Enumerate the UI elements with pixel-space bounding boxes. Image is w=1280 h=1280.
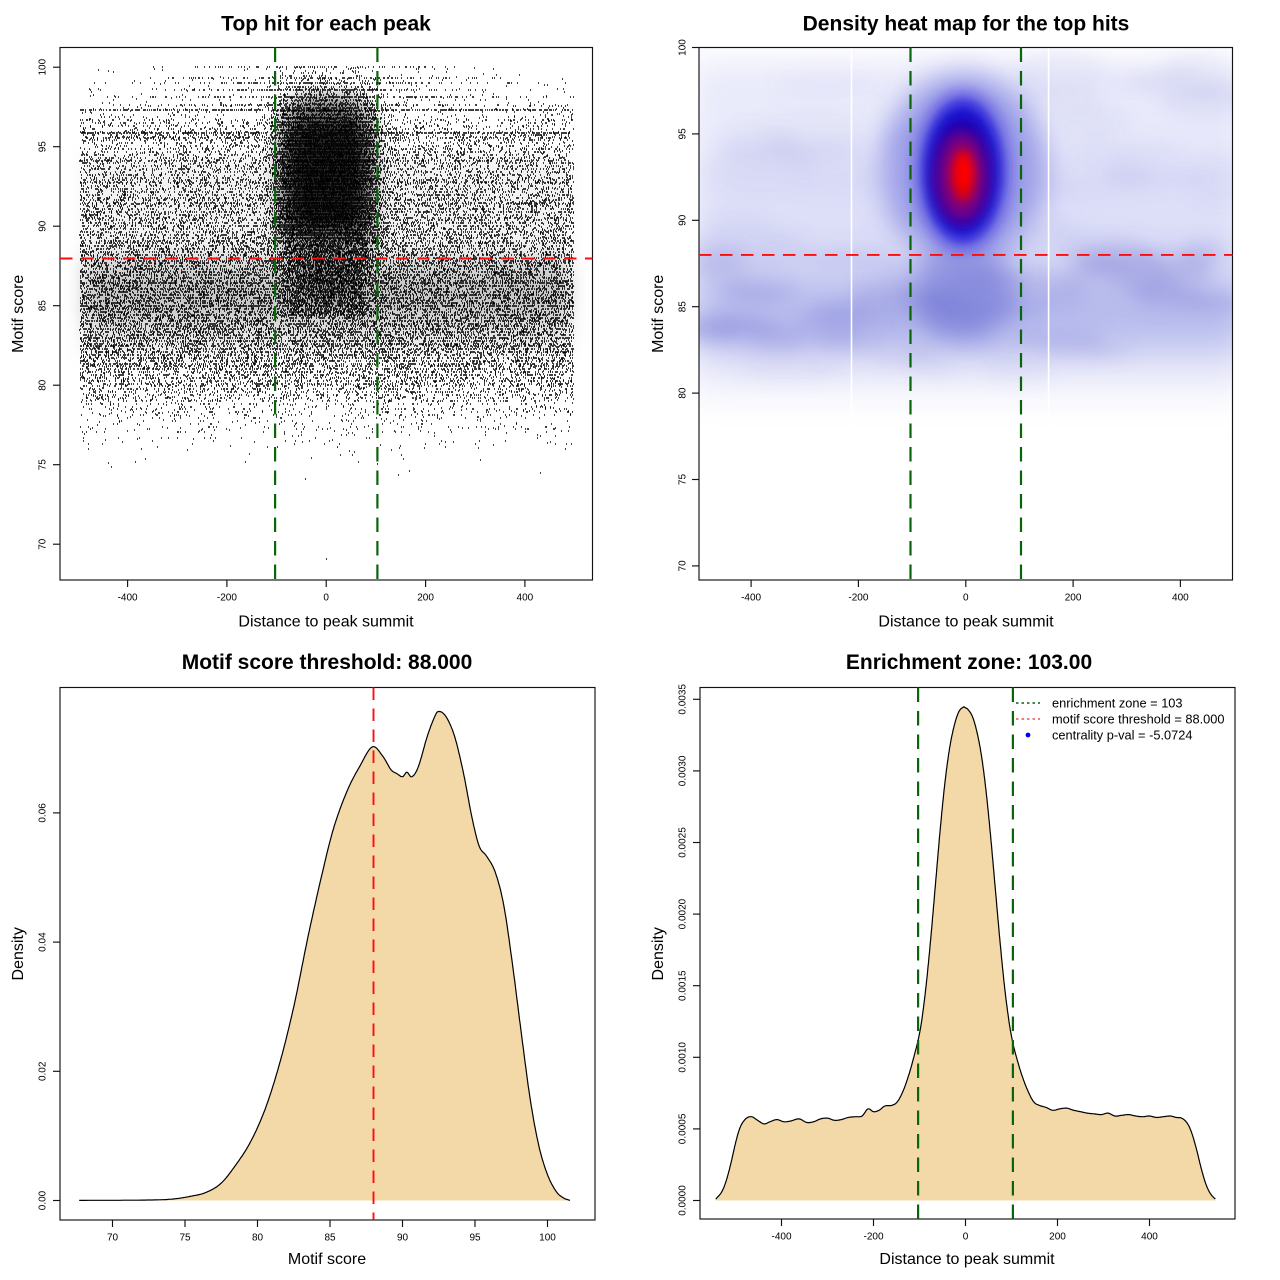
svg-text:0.0030: 0.0030 <box>677 755 688 786</box>
svg-text:Distance to peak summit: Distance to peak summit <box>238 614 414 631</box>
svg-text:200: 200 <box>1065 593 1082 604</box>
svg-text:enrichment zone = 103: enrichment zone = 103 <box>1052 696 1183 711</box>
svg-text:0.0020: 0.0020 <box>677 898 688 929</box>
svg-text:0.0000: 0.0000 <box>677 1185 688 1216</box>
svg-text:90: 90 <box>37 220 48 232</box>
svg-text:75: 75 <box>37 459 48 471</box>
svg-text:400: 400 <box>517 593 534 604</box>
svg-text:0: 0 <box>963 593 969 604</box>
svg-text:-400: -400 <box>118 593 138 604</box>
svg-text:80: 80 <box>677 387 688 399</box>
svg-text:80: 80 <box>252 1233 264 1244</box>
svg-text:100: 100 <box>677 39 688 56</box>
svg-text:Distance to peak summit: Distance to peak summit <box>879 1251 1055 1268</box>
svg-text:motif score threshold = 88.000: motif score threshold = 88.000 <box>1052 712 1225 727</box>
svg-text:Motif score threshold: 88.000: Motif score threshold: 88.000 <box>182 651 473 674</box>
svg-text:0.0005: 0.0005 <box>677 1113 688 1144</box>
svg-text:200: 200 <box>417 593 434 604</box>
svg-text:85: 85 <box>324 1233 336 1244</box>
svg-text:0: 0 <box>323 593 329 604</box>
svg-text:Density heat map for the top h: Density heat map for the top hits <box>803 13 1130 36</box>
svg-text:-400: -400 <box>741 593 761 604</box>
svg-text:Motif score: Motif score <box>10 275 27 353</box>
svg-text:Motif score: Motif score <box>650 275 667 353</box>
svg-text:Motif score: Motif score <box>288 1251 366 1268</box>
svg-text:100: 100 <box>37 58 48 75</box>
svg-text:0.00: 0.00 <box>37 1190 48 1210</box>
svg-text:centrality p-val = -5.0724: centrality p-val = -5.0724 <box>1052 728 1193 743</box>
svg-text:400: 400 <box>1141 1232 1158 1243</box>
svg-text:0: 0 <box>963 1232 969 1243</box>
svg-text:0.0015: 0.0015 <box>677 970 688 1001</box>
svg-text:70: 70 <box>37 538 48 550</box>
svg-text:Enrichment zone: 103.00: Enrichment zone: 103.00 <box>846 651 1092 674</box>
svg-text:90: 90 <box>677 214 688 226</box>
svg-text:70: 70 <box>677 560 688 572</box>
svg-text:70: 70 <box>107 1233 119 1244</box>
svg-text:85: 85 <box>677 301 688 313</box>
svg-text:Density: Density <box>10 927 27 980</box>
svg-text:75: 75 <box>677 474 688 486</box>
svg-text:0.0035: 0.0035 <box>677 684 688 715</box>
svg-text:85: 85 <box>37 300 48 312</box>
svg-text:80: 80 <box>37 379 48 391</box>
svg-text:-200: -200 <box>863 1232 883 1243</box>
svg-text:0.02: 0.02 <box>37 1061 48 1081</box>
svg-text:95: 95 <box>677 128 688 140</box>
svg-text:400: 400 <box>1172 593 1189 604</box>
svg-text:-200: -200 <box>848 593 868 604</box>
svg-text:95: 95 <box>469 1233 481 1244</box>
svg-text:-400: -400 <box>771 1232 791 1243</box>
svg-text:75: 75 <box>179 1233 191 1244</box>
svg-text:0.06: 0.06 <box>37 803 48 823</box>
svg-text:90: 90 <box>397 1233 409 1244</box>
svg-text:Density: Density <box>650 927 667 980</box>
svg-text:0.0010: 0.0010 <box>677 1042 688 1073</box>
svg-text:100: 100 <box>539 1233 556 1244</box>
svg-text:-200: -200 <box>217 593 237 604</box>
svg-text:Distance to peak summit: Distance to peak summit <box>878 614 1054 631</box>
svg-text:0.0025: 0.0025 <box>677 827 688 858</box>
svg-text:95: 95 <box>37 141 48 153</box>
svg-text:Top hit for each peak: Top hit for each peak <box>221 13 431 36</box>
svg-text:0.04: 0.04 <box>37 932 48 952</box>
svg-text:200: 200 <box>1049 1232 1066 1243</box>
